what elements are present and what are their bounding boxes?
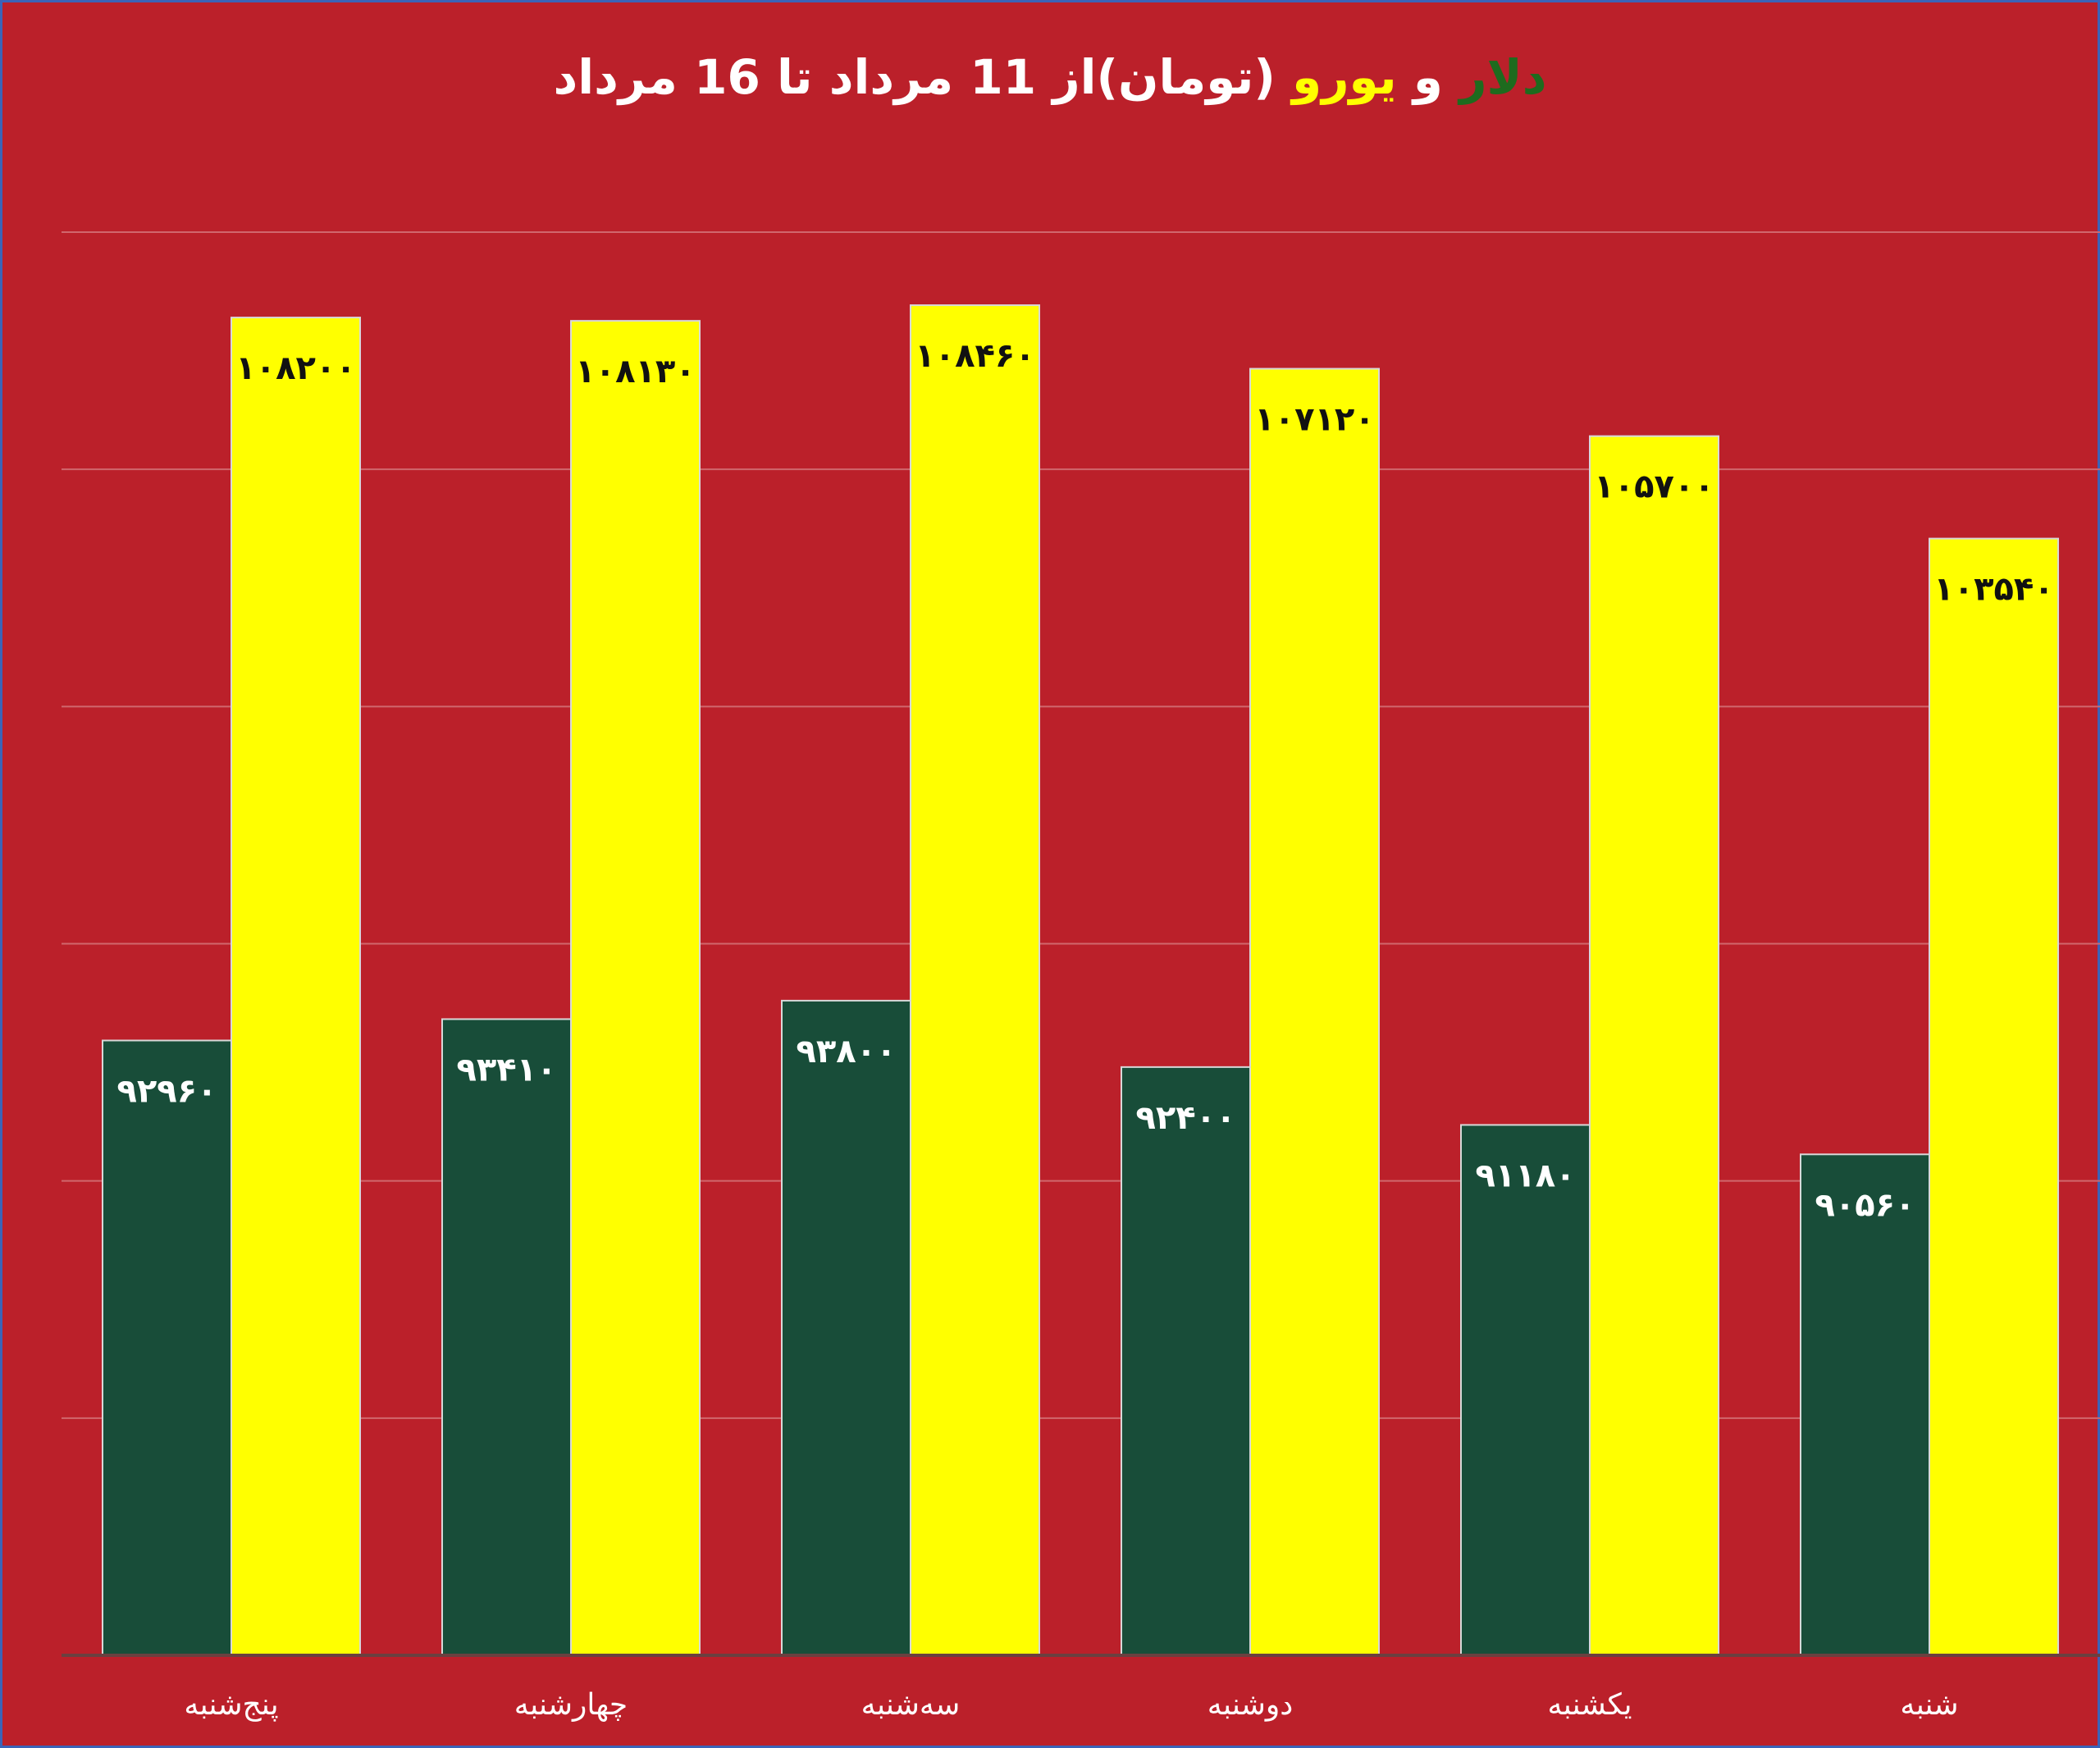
euro-value-label: ۱۰۷۱۲۰ [1254, 401, 1374, 439]
dollar-bar [1800, 1153, 1930, 1656]
dollar-bar [1460, 1124, 1591, 1656]
title-rest: (تومان)از 11 مرداد تا 16 مرداد [553, 49, 1276, 105]
title-and: و [1413, 49, 1443, 105]
dollar-bar [781, 999, 911, 1656]
category-label: شنبه [1900, 1688, 1958, 1722]
dollar-bar [102, 1039, 232, 1656]
chart-title: دلار و یورو (تومان)از 11 مرداد تا 16 مرد… [0, 49, 2100, 105]
category-label: سه‌شنبه [861, 1688, 961, 1722]
category-labels: پنج‌شنبه چهارشنبه سه‌شنبه دوشنبه یکشنبه شنبه [184, 1688, 1958, 1722]
title-euro: یورو [1292, 49, 1397, 105]
gridlines [62, 231, 2100, 1419]
dollar-value-label: ۹۳۴۱۰ [456, 1051, 556, 1089]
dollar-value-label: ۹۲۴۰۰ [1135, 1099, 1235, 1137]
dollar-value-label: ۹۰۵۶۰ [1815, 1186, 1915, 1224]
euro-bar [1929, 537, 2059, 1656]
euro-value-label: ۱۰۸۴۶۰ [915, 337, 1034, 375]
category-label: پنج‌شنبه [184, 1688, 278, 1722]
bars [102, 304, 2059, 1657]
euro-bar [910, 304, 1040, 1656]
euro-bar [231, 317, 361, 1657]
dollar-value-label: ۹۱۱۸۰ [1475, 1157, 1575, 1194]
euro-value-label: ۱۰۵۷۰۰ [1594, 468, 1714, 506]
dollar-bar [441, 1018, 572, 1656]
euro-bar [1589, 435, 1719, 1656]
euro-bar [570, 320, 701, 1657]
value-labels: ۹۲۹۶۰ ۱۰۸۲۰۰ ۹۳۴۱۰ ۱۰۸۱۳۰ ۹۳۸۰۰ ۱۰۸۴۶۰ ۹۲۴۰۰ ۱۰… [116, 337, 2053, 1224]
dollar-bar [1121, 1066, 1251, 1657]
category-label: دوشنبه [1208, 1688, 1294, 1722]
euro-value-label: ۱۰۸۱۳۰ [575, 353, 695, 390]
title-dollar: دلار [1459, 49, 1547, 105]
euro-bar [1249, 367, 1380, 1656]
dollar-value-label: ۹۳۸۰۰ [796, 1033, 896, 1070]
euro-value-label: ۱۰۳۵۴۰ [1933, 571, 2053, 609]
dollar-value-label: ۹۲۹۶۰ [116, 1072, 217, 1110]
category-label: چهارشنبه [514, 1688, 628, 1722]
category-label: یکشنبه [1547, 1688, 1632, 1722]
euro-value-label: ۱۰۸۲۰۰ [235, 349, 355, 387]
